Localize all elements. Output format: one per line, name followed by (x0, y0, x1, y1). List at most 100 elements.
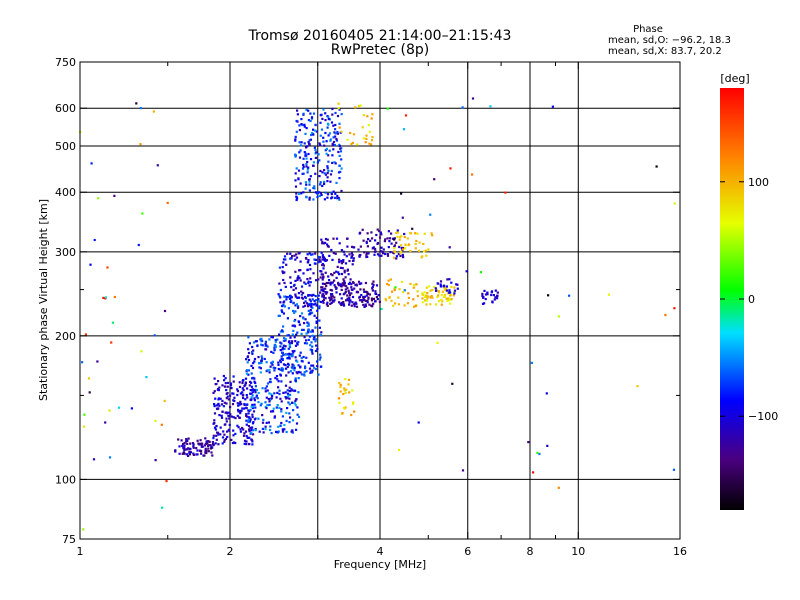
data-point (358, 104, 361, 108)
data-point (326, 126, 329, 129)
data-point (359, 288, 362, 291)
data-point (303, 342, 307, 345)
data-point (310, 253, 313, 256)
data-point (370, 299, 374, 302)
data-point (278, 406, 281, 409)
data-point (267, 421, 270, 424)
data-point (304, 181, 307, 184)
data-point (430, 232, 433, 235)
data-point (322, 275, 325, 278)
data-point (371, 136, 374, 139)
data-point (340, 167, 343, 170)
data-point (370, 297, 373, 300)
data-point (318, 258, 321, 262)
data-point (253, 418, 256, 421)
data-point (425, 303, 428, 306)
data-point (321, 240, 324, 244)
data-point (244, 443, 248, 446)
data-point (275, 406, 278, 409)
data-point (188, 453, 191, 456)
data-point (296, 413, 299, 416)
data-point (337, 283, 340, 286)
data-point (331, 161, 334, 164)
data-point (273, 392, 276, 395)
data-point (398, 245, 401, 249)
data-point (247, 358, 251, 362)
data-point (302, 355, 305, 359)
data-point (346, 268, 349, 271)
data-point (317, 373, 320, 376)
data-point (350, 252, 353, 255)
data-point (386, 107, 389, 110)
data-point (205, 449, 208, 452)
data-point (319, 291, 322, 294)
data-point (384, 299, 388, 302)
data-point (305, 146, 308, 149)
data-point (238, 381, 241, 384)
data-point (313, 335, 316, 338)
data-point (314, 156, 317, 159)
data-point (304, 154, 307, 157)
data-point (249, 426, 252, 429)
data-point (206, 444, 210, 447)
data-point (242, 379, 245, 382)
data-point (375, 284, 379, 287)
data-point (300, 359, 303, 363)
data-point (395, 241, 398, 244)
data-point (297, 305, 300, 308)
data-point (270, 397, 273, 400)
data-point (362, 295, 365, 299)
data-point (269, 398, 272, 401)
data-point (246, 387, 249, 390)
data-point (340, 259, 343, 263)
data-point (270, 362, 273, 365)
data-point (323, 257, 326, 260)
data-point (290, 342, 293, 345)
data-point (153, 334, 156, 337)
data-point (189, 451, 192, 454)
data-point (351, 301, 354, 304)
data-point (302, 191, 305, 194)
data-point (430, 294, 433, 298)
data-point (210, 447, 213, 450)
data-point (219, 433, 222, 436)
data-point (374, 290, 377, 293)
data-point (342, 304, 346, 307)
data-point (335, 237, 339, 240)
data-point (322, 264, 325, 267)
data-point (440, 298, 443, 301)
data-point (166, 201, 169, 204)
data-point (490, 290, 494, 293)
data-point (227, 398, 230, 401)
data-point (231, 403, 235, 406)
data-point (396, 235, 399, 238)
data-point (254, 389, 257, 392)
data-point (437, 294, 440, 297)
data-point (321, 171, 324, 174)
data-point (278, 266, 281, 269)
data-point (294, 399, 297, 402)
data-point (223, 401, 226, 404)
data-point (448, 297, 451, 300)
data-point (322, 298, 325, 301)
data-point (336, 132, 339, 135)
data-point (607, 293, 611, 296)
data-point (182, 442, 185, 446)
data-point (545, 392, 548, 395)
data-point (282, 363, 286, 366)
x-tick-label: 2 (227, 545, 234, 558)
data-point (205, 451, 208, 455)
data-point (261, 421, 265, 424)
data-point (302, 172, 305, 175)
data-point (289, 295, 292, 298)
data-point (557, 315, 560, 318)
data-point (314, 252, 317, 255)
data-point (340, 113, 343, 116)
data-point (279, 397, 282, 400)
data-point (305, 332, 308, 335)
data-point (279, 345, 282, 348)
data-point (313, 185, 316, 188)
data-point (312, 303, 315, 306)
data-point (236, 393, 239, 397)
